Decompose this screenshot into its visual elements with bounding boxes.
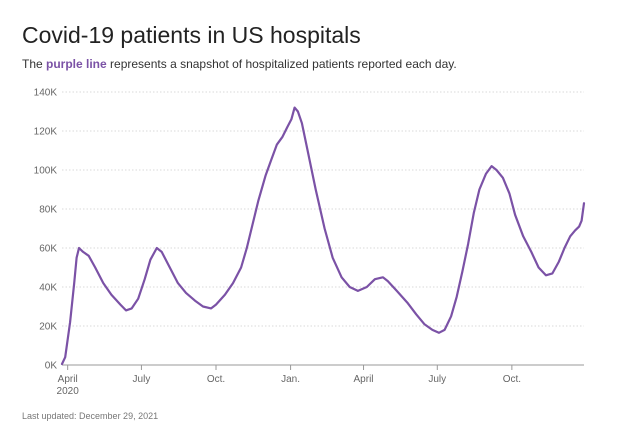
x-tick-sublabel: 2020 (57, 386, 80, 397)
y-axis: 0K 20K 40K 60K 80K 100K 120K 140K (34, 88, 58, 372)
y-tick-label: 120K (34, 127, 58, 138)
y-tick-label: 100K (34, 166, 58, 177)
x-tick-label: Jan. (281, 374, 300, 385)
x-tick-label: Oct. (207, 374, 225, 385)
y-tick-label: 0K (45, 361, 58, 372)
x-tick-label: July (428, 374, 446, 385)
grid-lines (62, 91, 584, 366)
subtitle-text-start: The (22, 57, 47, 71)
y-tick-label: 80K (39, 205, 57, 216)
series-layer (60, 106, 586, 366)
y-tick-label: 40K (39, 283, 57, 294)
y-tick-label: 20K (39, 322, 57, 333)
chart-title: Covid-19 patients in US hospitals (22, 22, 361, 48)
x-tick-label: April (354, 374, 374, 385)
subtitle-highlight: purple line (46, 57, 107, 71)
x-tick-label: July (133, 374, 151, 385)
x-tick-label: April (58, 374, 78, 385)
subtitle-text-end: represents a snapshot of hospitalized pa… (106, 57, 457, 71)
x-tick-label: Oct. (503, 374, 521, 385)
last-updated: Last updated: December 29, 2021 (22, 411, 159, 421)
y-tick-label: 60K (39, 244, 57, 255)
chart-subtitle: The purple line represents a snapshot of… (22, 57, 457, 71)
y-tick-label: 140K (34, 88, 58, 99)
